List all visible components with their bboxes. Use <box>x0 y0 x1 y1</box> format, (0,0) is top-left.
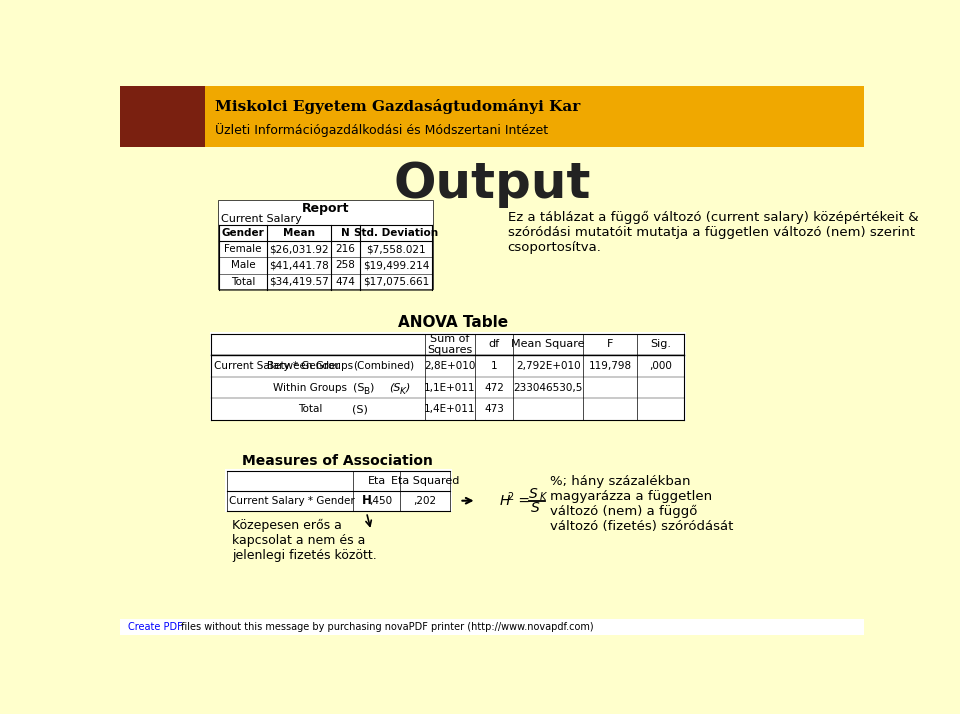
Text: H: H <box>500 493 510 508</box>
Text: 473: 473 <box>484 404 504 414</box>
Text: K: K <box>540 492 546 502</box>
Text: Create PDF: Create PDF <box>128 622 182 632</box>
Text: Eta: Eta <box>368 476 386 486</box>
Text: =: = <box>514 493 534 508</box>
Text: Male: Male <box>231 261 255 271</box>
Text: (S: (S <box>352 383 364 393</box>
Text: $19,499.214: $19,499.214 <box>363 261 429 271</box>
Text: $34,419.57: $34,419.57 <box>269 276 329 286</box>
Text: 119,798: 119,798 <box>588 361 632 371</box>
Text: Sig.: Sig. <box>650 339 671 349</box>
Text: ,000: ,000 <box>649 361 672 371</box>
Text: $26,031.92: $26,031.92 <box>269 244 329 254</box>
Text: Current Salary * Gender: Current Salary * Gender <box>214 361 340 371</box>
Text: ,450: ,450 <box>369 496 392 506</box>
Text: ): ) <box>369 383 373 393</box>
Text: Current Salary * Gender: Current Salary * Gender <box>229 496 355 506</box>
Text: Mean: Mean <box>283 228 315 238</box>
Text: B: B <box>363 387 370 396</box>
Text: df: df <box>489 339 499 349</box>
Text: Output: Output <box>394 160 590 208</box>
Text: $7,558.021: $7,558.021 <box>366 244 425 254</box>
Text: Report: Report <box>301 201 349 215</box>
Text: 1: 1 <box>491 361 497 371</box>
Text: 2,792E+010: 2,792E+010 <box>516 361 581 371</box>
Text: Current Salary: Current Salary <box>221 214 301 224</box>
Text: S: S <box>531 501 540 516</box>
Text: files without this message by purchasing novaPDF printer (http://www.novapdf.com: files without this message by purchasing… <box>179 622 593 632</box>
Text: %; hány százalékban
magyarázza a független
változó (nem) a függő
változó (fizeté: %; hány százalékban magyarázza a függetl… <box>550 475 733 533</box>
Text: 472: 472 <box>484 383 504 393</box>
FancyBboxPatch shape <box>218 201 433 289</box>
Text: Sum of
Squares: Sum of Squares <box>427 333 472 355</box>
Text: Between Groups: Between Groups <box>267 361 353 371</box>
Text: (Combined): (Combined) <box>353 361 414 371</box>
Text: Közepesen erős a
kapcsolat a nem és a
jelenlegi fizetés között.: Közepesen erős a kapcsolat a nem és a je… <box>232 518 377 562</box>
Text: ANOVA Table: ANOVA Table <box>398 316 508 331</box>
Text: Üzleti Információgazdálkodási és Módszertani Intézet: Üzleti Információgazdálkodási és Módszer… <box>214 123 547 136</box>
Text: ): ) <box>405 383 410 393</box>
Text: $41,441.78: $41,441.78 <box>269 261 329 271</box>
Text: Ez a táblázat a függő változó (current salary) középértékeit & szóródási mutatói: Ez a táblázat a függő változó (current s… <box>508 211 918 254</box>
Text: N: N <box>341 228 349 238</box>
Text: F: F <box>607 339 613 349</box>
Text: K: K <box>399 387 406 396</box>
FancyBboxPatch shape <box>226 469 452 512</box>
Text: Eta Squared: Eta Squared <box>391 476 459 486</box>
Text: (S: (S <box>389 383 400 393</box>
Text: Total: Total <box>298 404 322 414</box>
Text: H: H <box>362 494 372 507</box>
Text: S: S <box>529 487 538 501</box>
Text: Measures of Association: Measures of Association <box>242 454 432 468</box>
Text: 2: 2 <box>508 492 514 502</box>
FancyBboxPatch shape <box>120 86 205 147</box>
Text: (S): (S) <box>352 404 369 414</box>
Text: 474: 474 <box>336 276 355 286</box>
Text: 1,1E+011: 1,1E+011 <box>424 383 475 393</box>
FancyBboxPatch shape <box>120 86 864 147</box>
Text: 2,8E+010: 2,8E+010 <box>424 361 475 371</box>
Text: 233046530,5: 233046530,5 <box>514 383 583 393</box>
FancyBboxPatch shape <box>210 332 685 421</box>
Text: Female: Female <box>225 244 262 254</box>
Text: ,202: ,202 <box>414 496 437 506</box>
FancyBboxPatch shape <box>120 619 864 635</box>
Text: Gender: Gender <box>222 228 265 238</box>
Text: Mean Square: Mean Square <box>512 339 585 349</box>
Text: Std. Deviation: Std. Deviation <box>354 228 438 238</box>
Text: Within Groups: Within Groups <box>273 383 347 393</box>
Text: Total: Total <box>231 276 255 286</box>
Text: 258: 258 <box>336 261 355 271</box>
Text: 216: 216 <box>336 244 355 254</box>
Text: Miskolci Egyetem Gazdaságtudományi Kar: Miskolci Egyetem Gazdaságtudományi Kar <box>214 99 580 114</box>
Text: $17,075.661: $17,075.661 <box>363 276 429 286</box>
Text: 1,4E+011: 1,4E+011 <box>424 404 475 414</box>
